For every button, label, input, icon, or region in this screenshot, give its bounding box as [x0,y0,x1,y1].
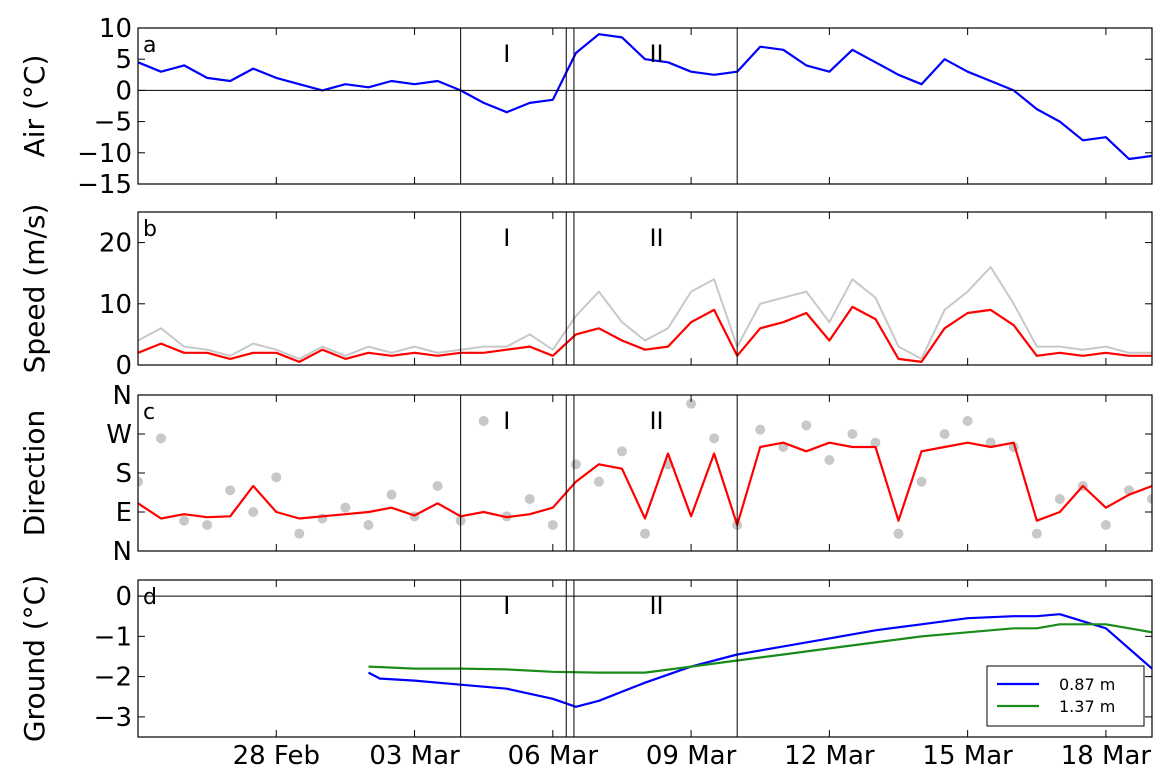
period-label: II [649,40,663,68]
y-tick-label: 5 [115,45,132,75]
data-point [616,446,627,457]
panel-plot-area [138,266,1152,363]
series-line-0 [138,266,1152,360]
data-point [870,437,881,448]
panel-plot-area [138,33,1152,161]
period-label: I [503,224,510,252]
x-tick-label: 18 Mar [1061,741,1152,771]
period-label: II [649,592,663,620]
data-point [1147,494,1152,504]
data-point [294,528,305,539]
y-tick-label: −3 [94,703,132,733]
y-tick-label: N [113,381,132,411]
data-point [340,502,351,513]
panel-letter: b [143,217,157,242]
y-tick-label: E [116,498,132,528]
x-tick-label: 12 Mar [784,741,875,771]
data-point [640,528,650,539]
data-point [801,420,812,431]
data-point [939,429,950,439]
data-point [755,424,766,435]
data-point [893,528,904,539]
data-point [432,481,443,491]
series-line-0 [138,33,1152,161]
y-tick-label: 0 [115,582,132,612]
y-tick-label: 20 [99,229,132,259]
panel-plot-area [138,398,1152,539]
y-tick-label: W [106,420,132,450]
panel-letter: a [143,33,156,58]
data-point [248,507,259,517]
data-point [1031,528,1042,539]
series-line-1 [138,441,1152,527]
panel-letter: d [143,585,157,610]
y-tick-label: 10 [99,290,132,320]
x-tick-label: 09 Mar [646,741,737,771]
x-axis: 28 Feb 03 Mar 06 Mar 09 Mar 12 Mar 15 Mar 18 M… [233,741,1152,771]
y-axis-label: Ground (°C) [18,575,51,742]
data-point [916,476,927,487]
data-point [824,455,835,465]
x-tick-label: 06 Mar [508,741,599,771]
data-point [1054,494,1065,504]
panel-frame [137,211,1153,366]
data-point [202,520,213,530]
series-line-1-37-m [368,623,1152,674]
data-point [524,494,535,504]
data-point [386,489,397,500]
data-point [225,485,236,496]
panel-frame [137,579,1153,738]
data-point [363,520,374,530]
data-point [962,416,973,426]
data-point [179,515,190,526]
data-point [847,429,858,439]
data-point [1100,520,1111,530]
y-tick-label: −15 [77,170,132,200]
y-tick-label: −5 [94,108,132,138]
y-tick-label: S [115,459,132,489]
x-tick-label: 03 Mar [369,741,460,771]
period-label: I [503,407,510,435]
y-tick-label: N [113,537,132,567]
data-point [985,437,996,448]
y-tick-label: 10 [99,14,132,44]
data-point [547,520,558,530]
y-axis-label: Speed (m/s) [18,204,51,374]
y-tick-label: 0 [115,351,132,381]
x-tick-label: 15 Mar [922,741,1013,771]
period-label: I [503,40,510,68]
legend-label: 0.87 m [1059,675,1115,694]
data-point [593,476,604,487]
panel-frame [137,27,1153,185]
y-tick-label: −10 [77,139,132,169]
panel-frame [137,394,1153,552]
series-line-1 [138,305,1152,363]
data-point [570,459,581,470]
legend: 0.87 m 1.37 m [986,665,1145,727]
y-axis-label: Direction [18,410,51,537]
data-point [709,433,720,444]
y-axis-label: Air (°C) [18,55,51,158]
data-point [478,416,489,426]
legend-label: 1.37 m [1059,697,1115,716]
y-tick-label: −1 [94,622,132,652]
period-label: II [649,407,663,435]
data-point [138,476,143,487]
period-label: II [649,224,663,252]
data-point [271,472,282,483]
data-point [686,398,697,409]
x-tick-label: 28 Feb [233,741,320,771]
legend-box [986,665,1145,727]
y-tick-label: −2 [94,663,132,693]
data-point [156,433,167,444]
panel-letter: c [143,400,155,425]
period-label: I [503,592,510,620]
y-tick-label: 0 [115,76,132,106]
